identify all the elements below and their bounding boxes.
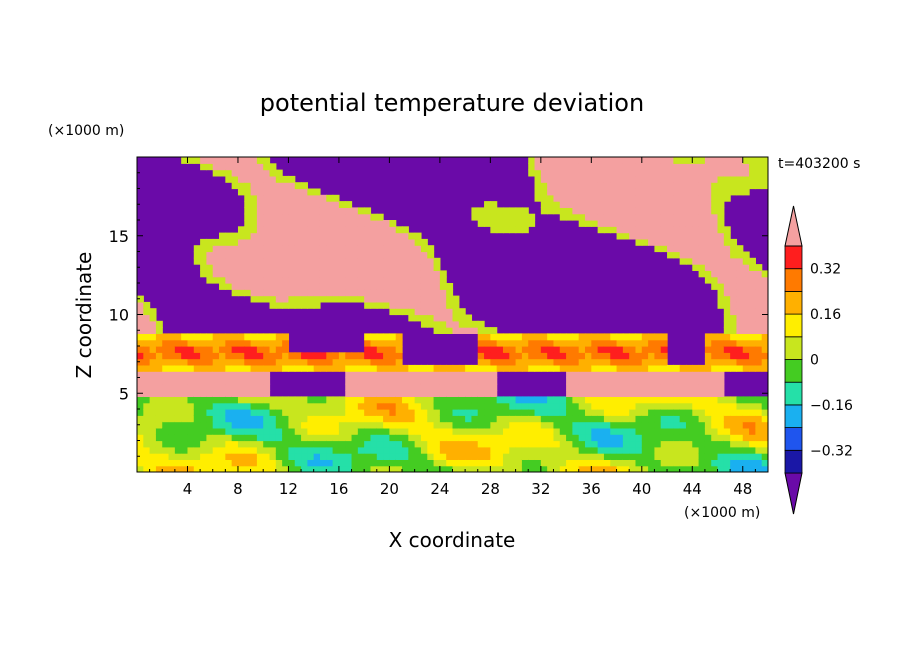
colorbar-segment [784, 313, 803, 338]
x-tick-label: 32 [531, 480, 550, 498]
colorbar-tick-label: 0 [810, 353, 819, 369]
colorbar-segment [784, 381, 803, 406]
x-tick-label: 8 [233, 480, 243, 498]
y-axis-label: Z coordinate [72, 252, 96, 379]
colorbar-segment [784, 449, 803, 474]
colorbar-segment [784, 359, 803, 383]
x-tick-label: 28 [481, 480, 500, 498]
x-tick-label: 36 [582, 480, 601, 498]
x-axis-label: X coordinate [389, 528, 516, 552]
colorbar-segment [784, 268, 803, 292]
colorbar-segment [784, 427, 803, 451]
x-tick-label: 48 [733, 480, 752, 498]
colorbar: 0.32 0.16 0 −0.16 −0.32 [784, 205, 853, 515]
y-tick-label: 10 [109, 306, 129, 325]
colorbar-tick-label: 0.32 [810, 262, 841, 278]
colorbar-tick-label: −0.32 [810, 443, 853, 459]
x-tick-label: 44 [683, 480, 702, 498]
x-tick-label: 24 [430, 480, 449, 498]
x-tick-label: 40 [632, 480, 651, 498]
colorbar-tick-label: 0.16 [810, 307, 841, 323]
y-tick-label: 5 [119, 384, 129, 403]
colorbar-segment [784, 336, 803, 360]
y-axis: 5 10 15 [109, 172, 768, 457]
chart-title: potential temperature deviation [260, 89, 644, 117]
colorbar-segment [784, 404, 803, 428]
colorbar-segment [784, 245, 803, 270]
x-axis: 4 8 12 16 20 24 28 32 36 40 44 48 [149, 157, 756, 498]
colorbar-extend-high [784, 205, 803, 247]
colorbar-tick-label: −0.16 [810, 398, 853, 414]
y-tick-label: 15 [109, 227, 129, 246]
x-unit-label: (×1000 m) [684, 505, 760, 521]
y-unit-label: (×1000 m) [48, 123, 124, 139]
x-tick-label: 16 [329, 480, 348, 498]
x-tick-label: 20 [380, 480, 399, 498]
field-contours [137, 157, 768, 472]
colorbar-segment [784, 290, 803, 315]
time-label: t=403200 s [778, 156, 860, 172]
x-tick-label: 12 [279, 480, 298, 498]
x-tick-label: 4 [183, 480, 193, 498]
colorbar-extend-low [784, 472, 803, 515]
